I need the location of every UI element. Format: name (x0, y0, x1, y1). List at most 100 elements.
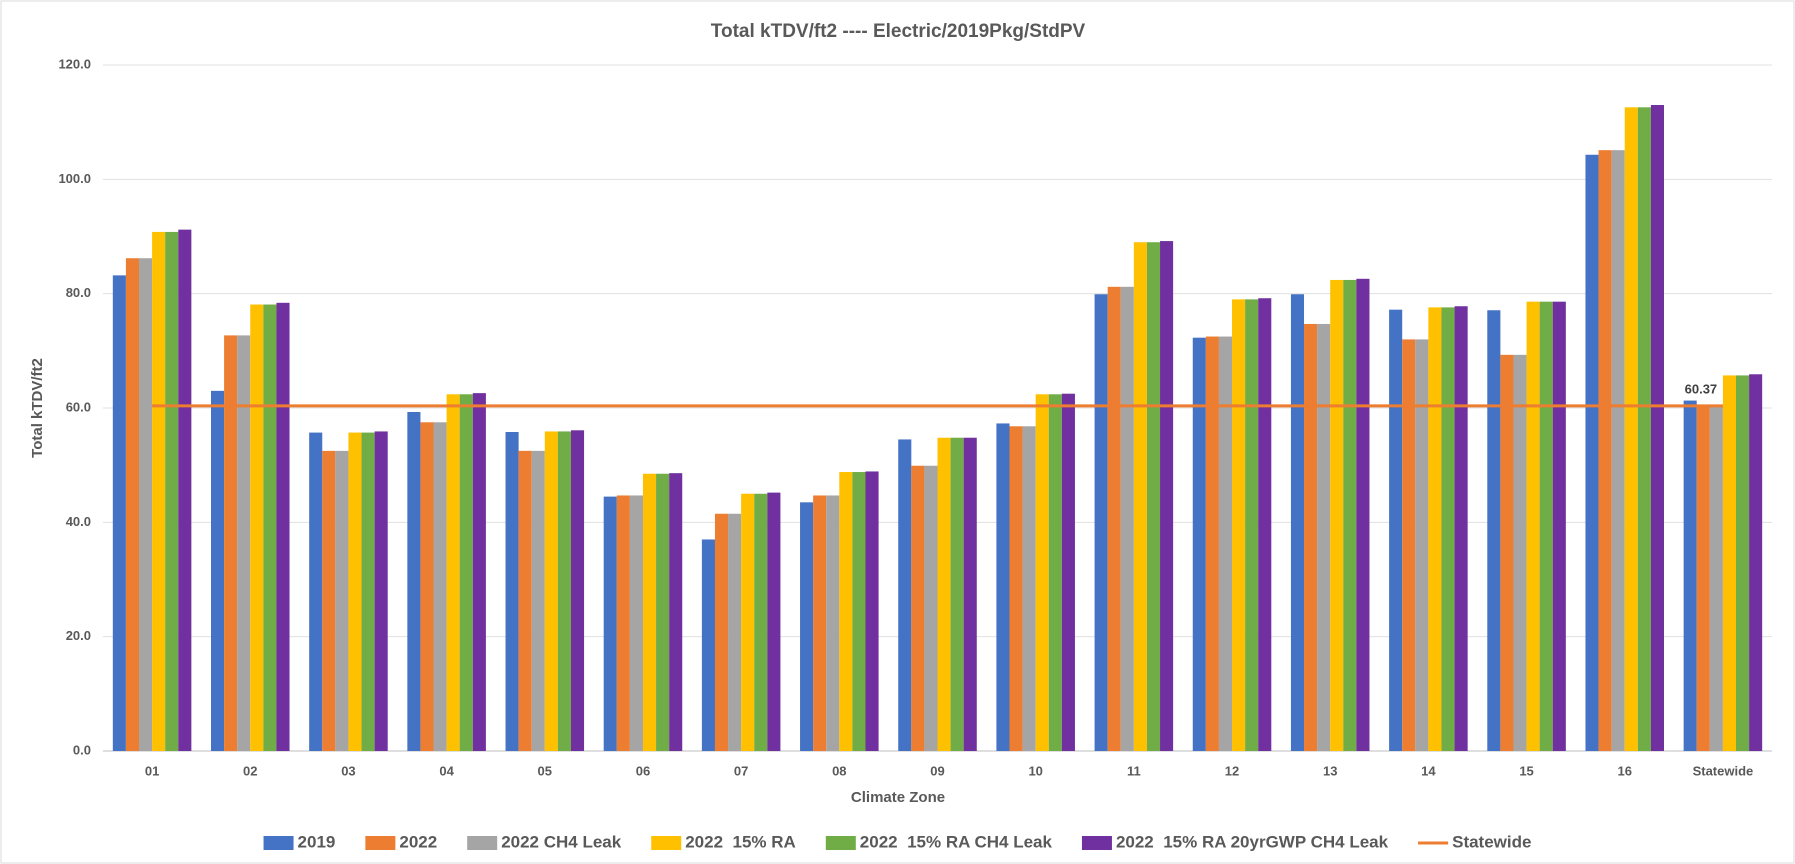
bar (1526, 301, 1540, 751)
legend-label: 2022 CH4 Leak (501, 832, 622, 851)
bar (826, 495, 840, 751)
y-tick-label: 60.0 (66, 399, 91, 414)
bar (839, 472, 853, 751)
bar (911, 465, 925, 751)
bar (813, 495, 827, 751)
bar (1598, 150, 1612, 751)
bar (754, 493, 768, 751)
y-tick-label: 0.0 (73, 742, 91, 757)
chart-title: Total kTDV/ft2 ---- Electric/2019Pkg/Std… (711, 21, 1086, 42)
x-tick-label: 09 (930, 763, 944, 778)
bar (276, 302, 290, 751)
bar (1539, 301, 1553, 751)
bar (1585, 154, 1599, 752)
x-tick-label: Statewide (1693, 763, 1754, 778)
bar (1160, 241, 1174, 751)
x-tick-label: 11 (1127, 763, 1141, 778)
bar (1218, 336, 1233, 751)
bar (1552, 301, 1566, 751)
bar (616, 495, 630, 751)
bar (138, 258, 153, 751)
bar (1343, 279, 1357, 751)
bar (407, 412, 421, 751)
bar (1749, 374, 1763, 751)
bar (865, 471, 879, 751)
bar (1650, 105, 1665, 752)
bar (1428, 307, 1442, 751)
bar (924, 465, 938, 751)
bar (1304, 323, 1318, 751)
legend: 2019 2022 2022 CH4 Leak 2022 15% RA 2022 15%… (263, 832, 1531, 851)
legend-swatch (825, 836, 856, 850)
bar (898, 439, 912, 751)
bar (728, 513, 742, 751)
bar (165, 231, 179, 752)
y-tick-label: 20.0 (66, 628, 91, 643)
legend-swatch (467, 836, 498, 850)
legend-swatch (651, 836, 682, 850)
bar (531, 450, 545, 751)
x-tick-label: 06 (636, 763, 650, 778)
bar (1330, 279, 1344, 751)
y-tick-label: 120.0 (58, 56, 91, 71)
bar (1513, 354, 1527, 751)
bar (420, 422, 434, 751)
bar (1402, 339, 1416, 751)
bar (125, 258, 139, 751)
bar (210, 390, 225, 751)
y-tick-label: 40.0 (66, 514, 91, 529)
bar (1205, 336, 1219, 751)
legend-label: 2022 (399, 832, 437, 851)
bar (505, 432, 519, 751)
y-axis-title: Total kTDV/ft2 (29, 358, 46, 458)
bar (1624, 107, 1638, 751)
bar (1454, 306, 1468, 751)
bar (112, 275, 126, 751)
bar (472, 393, 486, 751)
bar (950, 437, 964, 751)
bar (570, 430, 585, 751)
bar (152, 231, 166, 752)
legend-label: Statewide (1452, 832, 1531, 851)
bar (767, 492, 781, 751)
bar (322, 450, 336, 751)
x-tick-label: 02 (243, 763, 257, 778)
x-tick-label: 15 (1519, 763, 1533, 778)
x-tick-label: 07 (734, 763, 748, 778)
bar (348, 432, 362, 751)
legend-label: 2022 15% RA CH4 Leak (860, 832, 1053, 851)
bar (557, 431, 571, 751)
bar (1487, 310, 1501, 751)
bar (669, 473, 683, 751)
bar (1258, 298, 1272, 751)
bar (1009, 426, 1023, 751)
legend-swatch (365, 836, 396, 850)
bar (1637, 107, 1651, 751)
bar (1061, 393, 1075, 751)
bar (459, 394, 473, 751)
bar (224, 335, 238, 751)
x-tick-label: 12 (1225, 763, 1239, 778)
bar (603, 496, 617, 751)
bar (996, 423, 1010, 751)
bar (1722, 375, 1737, 751)
bar (1683, 400, 1697, 751)
x-tick-label: 10 (1028, 763, 1042, 778)
legend-label: 2019 (298, 832, 336, 851)
bar (1611, 150, 1625, 751)
x-tick-label: 04 (439, 763, 454, 778)
x-tick-label: 14 (1421, 763, 1436, 778)
legend-swatch (263, 836, 294, 850)
x-tick-label: 05 (538, 763, 552, 778)
bar (1094, 294, 1108, 751)
bar (1696, 405, 1710, 751)
bar (335, 450, 349, 751)
bar (1232, 299, 1246, 751)
bar (178, 229, 192, 751)
bar (1120, 286, 1134, 751)
bar (1022, 426, 1036, 751)
bar (1736, 375, 1750, 751)
bar (800, 502, 814, 751)
bar (237, 335, 251, 751)
